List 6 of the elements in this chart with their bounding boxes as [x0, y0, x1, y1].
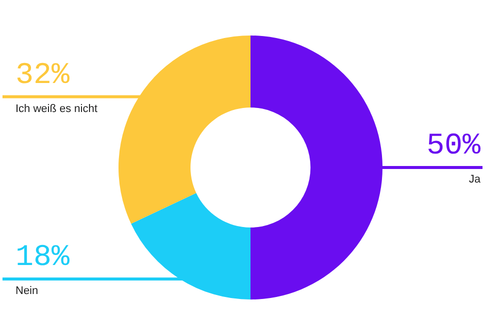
- slice-label: Ja: [468, 174, 482, 186]
- slice-label: Nein: [16, 284, 38, 297]
- slice-label: Ich weiß es nicht: [16, 102, 98, 115]
- data-label: 18%: [16, 240, 71, 275]
- data-label: 50%: [426, 130, 482, 164]
- data-label: 32%: [16, 58, 71, 93]
